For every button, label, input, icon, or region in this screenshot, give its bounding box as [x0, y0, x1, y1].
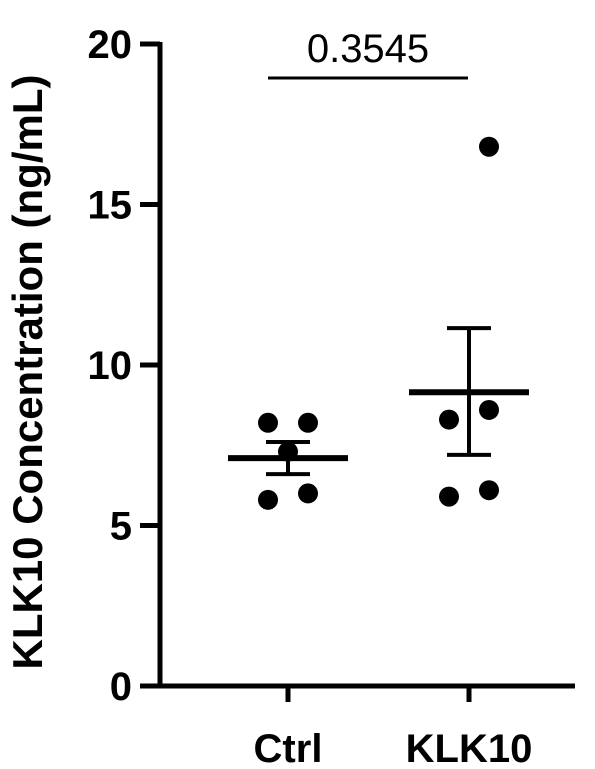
significance-annotation: 0.3545: [268, 27, 468, 80]
data-point: [439, 486, 459, 507]
p-value-label: 0.3545: [307, 27, 429, 71]
data-point: [439, 409, 459, 430]
data-point: [298, 483, 318, 504]
data-point: [479, 136, 499, 157]
data-point: [298, 412, 318, 433]
data-point: [258, 489, 278, 510]
y-tick-label: 15: [88, 184, 133, 228]
x-tick-label: Ctrl: [254, 727, 323, 769]
x-axis: Ctrl KLK10: [158, 683, 575, 769]
data-marks: [228, 136, 529, 510]
x-tick-label: KLK10: [406, 727, 533, 769]
y-tick-label: 5: [110, 505, 132, 549]
y-tick-label: 10: [88, 344, 133, 388]
y-axis: 0 5 10 15 20: [88, 23, 163, 709]
y-tick-label: 20: [88, 23, 133, 67]
y-tick-label: 0: [110, 665, 132, 709]
data-point: [479, 399, 499, 420]
data-point: [479, 480, 499, 501]
data-point: [278, 441, 298, 462]
data-point: [258, 412, 278, 433]
y-axis-title: KLK10 Concentration (ng/mL): [4, 75, 51, 670]
